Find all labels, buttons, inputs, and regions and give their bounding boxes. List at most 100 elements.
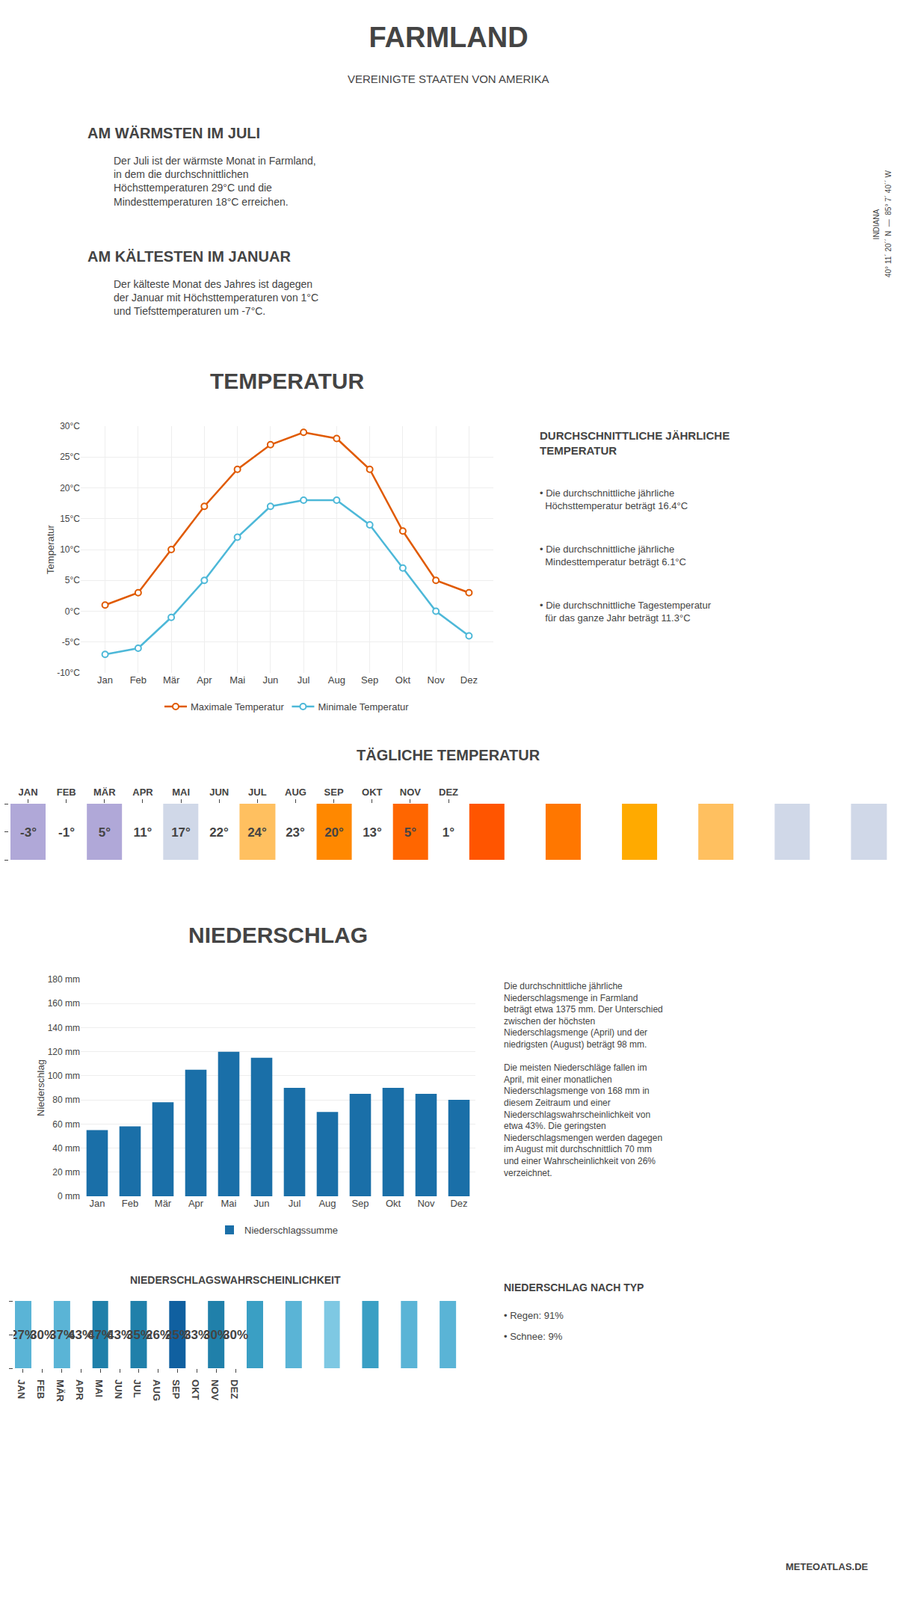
svg-text:60 mm: 60 mm — [52, 1119, 80, 1130]
svg-text:JUN: JUN — [209, 786, 229, 798]
svg-text:33%: 33% — [183, 1327, 210, 1342]
svg-text:25°C: 25°C — [59, 451, 80, 462]
svg-text:OKT: OKT — [361, 786, 383, 798]
svg-text:47%: 47% — [87, 1327, 113, 1342]
svg-text:20 mm: 20 mm — [52, 1166, 80, 1178]
svg-text:-1°: -1° — [58, 825, 75, 840]
svg-text:• Die durchschnittliche jährli: • Die durchschnittliche jährliche Mindes… — [539, 543, 687, 568]
svg-text:24°: 24° — [247, 825, 267, 840]
svg-text:JUN: JUN — [112, 1379, 125, 1399]
svg-text:AUG: AUG — [150, 1379, 163, 1401]
svg-text:MAI: MAI — [171, 786, 190, 798]
svg-text:30%: 30% — [203, 1327, 229, 1342]
svg-text:0 mm: 0 mm — [57, 1190, 80, 1202]
svg-text:17°: 17° — [171, 825, 191, 840]
svg-text:Apr: Apr — [196, 674, 213, 686]
svg-text:-5°C: -5°C — [62, 636, 80, 648]
svg-text:DEZ: DEZ — [438, 786, 459, 798]
svg-text:30°C: 30°C — [59, 420, 80, 432]
svg-text:Mai: Mai — [221, 1197, 237, 1209]
svg-text:22°: 22° — [209, 825, 229, 840]
svg-text:40 mm: 40 mm — [52, 1142, 80, 1154]
svg-text:DURCHSCHNITTLICHE JÄHRLICHETEM: DURCHSCHNITTLICHE JÄHRLICHETEMPERATUR — [539, 429, 730, 457]
svg-text:JAN: JAN — [15, 1379, 27, 1399]
svg-text:5°: 5° — [98, 825, 111, 840]
svg-text:Dez: Dez — [449, 1197, 468, 1209]
svg-text:-10°C: -10°C — [56, 667, 80, 678]
svg-text:13°: 13° — [362, 825, 382, 840]
svg-text:80 mm: 80 mm — [52, 1094, 80, 1105]
svg-text:35%: 35% — [126, 1327, 152, 1342]
svg-text:JUL: JUL — [248, 786, 267, 798]
svg-text:Die durchschnittliche jährlich: Die durchschnittliche jährlicheNiedersch… — [503, 980, 664, 1179]
svg-text:TÄGLICHE TEMPERATUR: TÄGLICHE TEMPERATUR — [356, 746, 541, 764]
svg-text:Nov: Nov — [427, 674, 446, 686]
svg-text:30%: 30% — [29, 1327, 56, 1342]
svg-text:• Regen: 91%: • Regen: 91% — [503, 1309, 564, 1321]
svg-text:TEMPERATUR: TEMPERATUR — [210, 368, 365, 394]
svg-text:Dez: Dez — [460, 674, 478, 686]
svg-text:Temperatur: Temperatur — [44, 523, 57, 574]
svg-text:27%: 27% — [13, 1327, 36, 1342]
svg-text:SEP: SEP — [324, 786, 344, 798]
svg-text:Nov: Nov — [417, 1197, 436, 1209]
svg-text:• Schnee: 9%: • Schnee: 9% — [503, 1330, 563, 1342]
svg-text:Jul: Jul — [288, 1197, 302, 1209]
svg-text:0°C: 0°C — [65, 606, 80, 617]
svg-text:26%: 26% — [145, 1327, 172, 1342]
svg-text:NIEDERSCHLAG: NIEDERSCHLAG — [188, 922, 368, 948]
svg-text:Jun: Jun — [254, 1197, 270, 1209]
svg-text:120 mm: 120 mm — [47, 1046, 80, 1057]
svg-text:100 mm: 100 mm — [47, 1070, 80, 1081]
svg-text:MÄR: MÄR — [93, 786, 116, 798]
svg-text:AUG: AUG — [284, 786, 307, 798]
svg-text:Feb: Feb — [130, 674, 147, 686]
svg-text:40° 11´ 20´´ N — 85° 7´ 40´´: 40° 11´ 20´´ N — 85° 7´ 40´´ W — [884, 170, 893, 278]
svg-text:Maximale Temperatur: Maximale Temperatur — [190, 701, 285, 713]
svg-text:Der Juli ist der wärmste Monat: Der Juli ist der wärmste Monat in Farmla… — [113, 154, 317, 208]
svg-text:Feb: Feb — [121, 1197, 139, 1209]
svg-text:180 mm: 180 mm — [47, 973, 80, 985]
svg-text:• Die durchschnittliche jährli: • Die durchschnittliche jährliche Höchst… — [539, 487, 688, 512]
svg-text:15°C: 15°C — [59, 513, 80, 524]
svg-text:Niederschlag: Niederschlag — [35, 1059, 47, 1117]
svg-text:INDIANA: INDIANA — [872, 209, 881, 240]
svg-text:-3°: -3° — [20, 825, 37, 840]
svg-text:AM KÄLTESTEN IM JANUAR: AM KÄLTESTEN IM JANUAR — [87, 248, 291, 265]
svg-text:Mai: Mai — [229, 674, 246, 686]
svg-text:Jan: Jan — [89, 1197, 106, 1209]
svg-text:JUL: JUL — [131, 1379, 143, 1398]
svg-text:20°: 20° — [324, 825, 344, 840]
svg-text:DEZ: DEZ — [228, 1379, 240, 1399]
svg-text:MAI: MAI — [93, 1379, 105, 1398]
svg-text:43%: 43% — [68, 1327, 94, 1342]
svg-text:Okt: Okt — [385, 1197, 402, 1209]
svg-text:Mär: Mär — [154, 1197, 172, 1209]
svg-text:APR: APR — [132, 786, 154, 798]
svg-text:METEOATLAS.DE: METEOATLAS.DE — [785, 1560, 869, 1572]
svg-text:AM WÄRMSTEN IM JULI: AM WÄRMSTEN IM JULI — [87, 124, 261, 142]
svg-text:Okt: Okt — [395, 674, 412, 686]
svg-text:30%: 30% — [222, 1327, 249, 1342]
svg-text:20°C: 20°C — [59, 482, 80, 494]
svg-text:NIEDERSCHLAG NACH TYP: NIEDERSCHLAG NACH TYP — [503, 1281, 644, 1294]
svg-text:43%: 43% — [106, 1327, 133, 1342]
svg-text:JAN: JAN — [18, 786, 39, 798]
svg-text:• Die durchschnittliche Tagest: • Die durchschnittliche Tagestemperatur … — [539, 599, 712, 624]
svg-text:160 mm: 160 mm — [47, 997, 80, 1009]
svg-text:Jan: Jan — [97, 674, 113, 686]
svg-text:FEB: FEB — [35, 1379, 47, 1399]
svg-text:Niederschlagssumme: Niederschlagssumme — [244, 1224, 338, 1236]
svg-text:VEREINIGTE STAATEN VON AMERIKA: VEREINIGTE STAATEN VON AMERIKA — [347, 72, 550, 86]
svg-text:5°C: 5°C — [65, 574, 80, 586]
svg-text:1°: 1° — [442, 825, 455, 840]
svg-text:5°: 5° — [404, 825, 417, 840]
svg-text:FEB: FEB — [56, 786, 77, 798]
svg-text:NOV: NOV — [399, 786, 422, 798]
svg-text:NIEDERSCHLAGSWAHRSCHEINLICHKEI: NIEDERSCHLAGSWAHRSCHEINLICHKEIT — [130, 1273, 341, 1286]
svg-text:MÄR: MÄR — [54, 1379, 66, 1402]
svg-text:FARMLAND: FARMLAND — [368, 21, 528, 54]
svg-text:Der kälteste Monat des Jahres: Der kälteste Monat des Jahres ist dagege… — [113, 278, 319, 317]
svg-text:37%: 37% — [49, 1327, 75, 1342]
svg-text:23°: 23° — [285, 825, 305, 840]
